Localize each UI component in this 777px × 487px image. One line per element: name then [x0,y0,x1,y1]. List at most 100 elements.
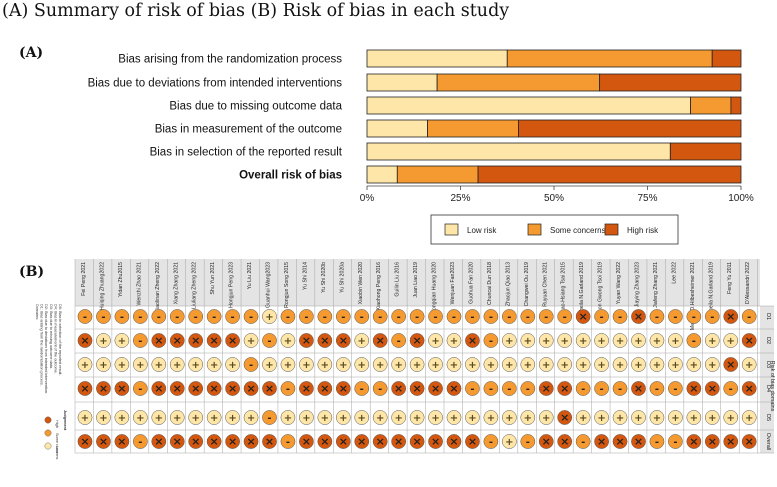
judgement-symbol: - [249,360,253,371]
study-label: Sheila N.Garland 2019 [579,262,585,315]
study-label: Lee 2022 [671,262,677,284]
judgement-symbol: + [524,360,532,371]
judgement-circle [317,333,333,348]
judgement-circle [575,434,591,449]
judgement-symbol: - [138,437,142,448]
judgement-legend-label: Some concerns [55,433,59,459]
judgement-symbol: × [117,435,126,448]
judgement-symbol: + [302,413,310,424]
judgement-symbol: + [81,413,89,424]
judgement-circle [133,381,148,396]
judgement-circle [631,381,646,396]
judgement-symbol: + [745,413,753,424]
x-tick-label: 75% [637,193,657,204]
judgement-circle [649,309,665,324]
judgement-circle [114,381,130,396]
judgement-circle [668,333,683,348]
study-label: D'Alessandri 2022 [745,262,751,304]
judgement-circle [723,333,739,348]
judgement-circle [465,357,480,372]
legend-label: Some concerns [550,226,606,235]
judgement-circle [96,357,111,372]
judgement-circle [668,381,683,396]
judgement-circle [594,309,609,324]
judgement-circle [502,410,517,425]
x-tick-label: 50% [544,193,564,204]
judgement-circle [133,434,148,449]
study-label: Guilin Liu 2016 [395,262,401,297]
bar-low [366,119,428,138]
judgement-symbol: + [634,336,642,347]
judgement-symbol: + [579,360,587,371]
judgement-circle [372,434,388,449]
x-tick-label: 0% [360,193,375,204]
judgement-circle [225,434,240,449]
judgement-circle [446,357,462,372]
judgement-circle [243,434,259,449]
judgement-circle [225,357,240,372]
study-label: Rongjun Song 2015 [284,262,290,308]
judgement-symbol: × [339,435,348,448]
judgement-circle [372,309,388,324]
judgement-symbol: - [267,336,271,347]
judgement-symbol: - [581,437,585,448]
judgement-circle [409,381,425,396]
judgement-symbol: - [526,437,530,448]
study-label: Melanie D.Hilbesheimer 2021 [690,262,696,330]
judgement-legend-title: Judgement [63,410,67,431]
x-tick-label: 25% [450,193,470,204]
judgement-circle [538,410,554,425]
judgement-symbol: + [228,413,236,424]
judgement-circle [575,381,591,396]
judgement-circle [538,309,554,324]
study-label: Hwaon Gwong Tsoi 2019 [598,262,604,320]
judgement-symbol: - [286,312,290,323]
judgement-symbol: + [487,413,495,424]
judgement-symbol: - [138,312,142,323]
judgement-circle [649,410,665,425]
judgement-symbol: × [431,382,440,395]
judgement-circle [243,333,259,348]
judgement-circle [668,434,683,449]
judgement-symbol: × [265,382,274,395]
judgement-circle [151,333,167,348]
judgement-symbol: - [747,312,751,323]
study-label: Zhaojun Qiao 2013 [505,262,511,306]
study-label: Yu Shi 2020b [321,262,327,293]
domain-strip-bg [760,306,774,453]
judgement-symbol: + [431,336,439,347]
domain-label: Overall [765,433,771,450]
judgement-legend-label: Low [55,446,59,453]
judgement-circle [704,309,720,324]
judgement-circle [114,434,130,449]
judgement-symbol: × [579,310,588,323]
judgement-symbol: × [708,382,717,395]
judgement-circle [631,410,646,425]
judgement-symbol: × [468,435,477,448]
judgement-circle [151,357,167,372]
judgement-symbol: - [120,312,124,323]
judgement-symbol: × [376,435,385,448]
judgement-symbol: + [210,360,218,371]
judgement-circle [206,357,222,372]
judgement-circle [575,357,591,372]
judgement-circle [262,434,277,449]
judgement-symbol: × [560,435,569,448]
judgement-circle [409,333,425,348]
judgement-circle [225,309,240,324]
judgement-symbol: × [154,435,163,448]
judgement-symbol: - [231,312,235,323]
judgement-symbol: + [210,413,218,424]
judgement-circle [188,410,204,425]
judgement-circle [686,333,702,348]
judgement-circle [465,309,480,324]
judgement-circle [631,434,646,449]
domain-key-line: D2: Bias due to deviations from intended… [44,304,48,394]
judgement-symbol: + [99,336,107,347]
judgement-symbol: × [154,382,163,395]
judgement-circle [299,333,314,348]
judgement-circle [520,333,536,348]
judgement-circle [428,434,443,449]
judgement-symbol: + [505,413,513,424]
judgement-symbol: × [412,382,421,395]
